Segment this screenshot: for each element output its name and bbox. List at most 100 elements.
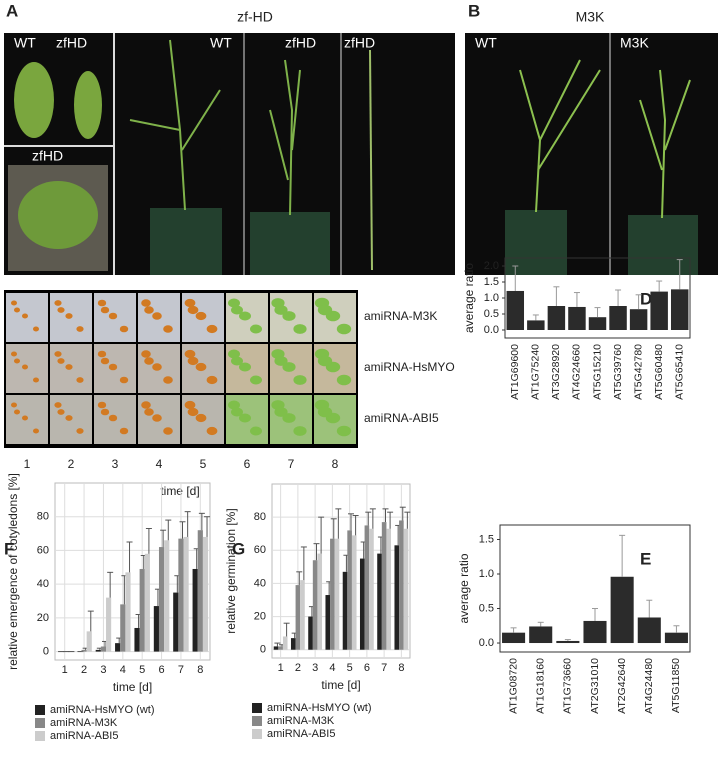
leaf [14, 62, 54, 138]
seed [274, 407, 288, 417]
plant [269, 59, 301, 216]
chart: D 0.0 0.5 1.0 1.5 2.0 average ratio AT1G69600 AT… [462, 257, 691, 400]
bar [164, 540, 170, 652]
bar [664, 632, 688, 644]
legend-label: amiRNA-ABI5 [50, 730, 118, 742]
y-tick-label: 0.5 [479, 602, 494, 614]
seed [54, 300, 62, 306]
x-tick-label: AT5G60480 [653, 344, 665, 400]
x-tick-label: 1 [62, 664, 68, 676]
bar [588, 317, 607, 330]
seed [231, 356, 243, 366]
y-tick-label: 60 [37, 544, 49, 556]
y-tick-label: 1.0 [484, 292, 499, 304]
bar [308, 616, 313, 650]
y-tick-label: 40 [37, 578, 49, 590]
x-tick-label: 8 [197, 664, 203, 676]
row-label: amiRNA-M3K [364, 309, 437, 323]
seed [152, 312, 162, 320]
legend-swatch [35, 705, 45, 715]
photo-label: WT [475, 35, 497, 51]
bar [312, 560, 318, 650]
seed [195, 362, 207, 372]
seed [206, 375, 218, 385]
seed [100, 408, 110, 416]
seed [108, 363, 118, 371]
x-tick-label: AT5G65410 [674, 344, 686, 400]
bar [115, 643, 121, 652]
y-tick-label: 2.0 [484, 260, 499, 272]
bar [325, 595, 331, 650]
seed [97, 401, 107, 409]
seed [97, 299, 107, 307]
x-tick-label: AT1G69600 [509, 344, 521, 400]
seed [317, 406, 333, 418]
panel-letter: B [468, 1, 480, 20]
seed [187, 407, 199, 417]
bar [100, 646, 107, 652]
bar [364, 525, 370, 650]
column-label: 8 [332, 457, 339, 471]
bar [650, 291, 668, 330]
bar [86, 631, 92, 652]
seed [282, 413, 296, 423]
seed [206, 426, 218, 436]
panel-letter: D [640, 289, 652, 308]
bar [610, 576, 634, 644]
bar [173, 592, 179, 652]
seed [76, 326, 84, 332]
bar [282, 636, 288, 650]
column-label: 3 [112, 457, 119, 471]
seed [119, 376, 129, 384]
seed [100, 357, 110, 365]
bar [330, 538, 335, 650]
x-tick-label: AT2G42640 [616, 658, 628, 714]
bar [529, 626, 553, 644]
row-label: amiRNA-HsMYO [364, 360, 455, 374]
seed [274, 356, 288, 366]
bar [158, 547, 165, 652]
photo-label: WT [14, 35, 36, 51]
bar [629, 309, 648, 330]
seed [119, 427, 129, 435]
chart: F 0 20 40 60 80 relative emergence of cotyledo… [4, 473, 211, 742]
seed [293, 324, 307, 334]
y-tick-label: 0 [43, 645, 49, 657]
x-tick-label: AT4G24480 [643, 658, 655, 714]
seed [33, 428, 39, 434]
x-tick-label: 1 [278, 662, 284, 674]
bar [139, 568, 145, 652]
legend-swatch [252, 703, 262, 713]
y-tick-label: 20 [37, 612, 49, 624]
panel-letter: E [640, 549, 651, 568]
plant [369, 49, 373, 271]
panel-b: B M3K WT M3K [465, 1, 718, 275]
seed [152, 414, 162, 422]
bar [369, 528, 374, 650]
seed [228, 298, 240, 308]
x-tick-label: 2 [295, 662, 301, 674]
bar [317, 553, 323, 650]
y-tick-label: 0 [260, 644, 266, 656]
seed [65, 415, 73, 421]
x-tick-label: AT5G15210 [591, 344, 603, 400]
bar [197, 530, 203, 652]
seed [184, 400, 196, 410]
y-axis-label: average ratio [462, 263, 476, 333]
seed [250, 426, 262, 436]
legend-swatch [35, 718, 45, 728]
bar [106, 597, 112, 652]
bar [381, 522, 387, 650]
y-axis-label: average ratio [457, 553, 471, 623]
x-tick-label: AT1G18160 [534, 658, 546, 714]
seed [163, 325, 173, 333]
seed [119, 325, 129, 333]
bar [192, 568, 198, 652]
x-tick-label: AT3G28920 [550, 344, 562, 400]
y-tick-label: 0.0 [479, 637, 494, 649]
legend-label: amiRNA-ABI5 [267, 728, 335, 740]
x-axis-label: time [d] [113, 680, 152, 694]
bar [359, 558, 365, 650]
photo-label: zfHD [344, 35, 375, 51]
x-tick-label: 5 [139, 664, 145, 676]
